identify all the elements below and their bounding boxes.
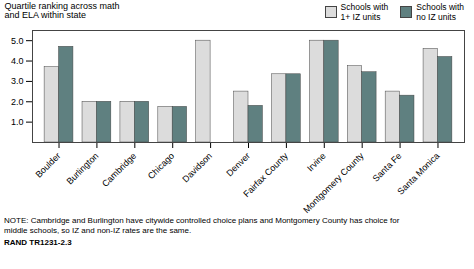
svg-text:Davidson: Davidson xyxy=(180,151,214,185)
svg-text:Quartile ranking across mathan: Quartile ranking across mathand ELA with… xyxy=(5,1,120,20)
svg-text:Denver: Denver xyxy=(224,151,252,179)
svg-text:Boulder: Boulder xyxy=(33,151,62,180)
svg-text:Fairfax County: Fairfax County xyxy=(241,150,290,199)
svg-text:Montgomery County: Montgomery County xyxy=(301,150,366,214)
svg-text:3.0: 3.0 xyxy=(11,76,24,86)
svg-text:5.0: 5.0 xyxy=(11,36,24,46)
svg-text:Irvine: Irvine xyxy=(305,151,328,174)
svg-text:4.0: 4.0 xyxy=(11,56,24,66)
svg-text:Cambridge: Cambridge xyxy=(100,151,138,189)
svg-text:2.0: 2.0 xyxy=(11,97,24,107)
svg-text:Santa Fe: Santa Fe xyxy=(371,151,404,184)
html-text:NOTE: Cambridge and Burlington: NOTE: Cambridge and Burlington have city… xyxy=(4,216,400,235)
svg-text:Santa Monica: Santa Monica xyxy=(395,151,441,197)
html-text:Schools with no IZ units: Schools with no IZ units xyxy=(416,2,464,23)
html-text:RAND TR1231-2.3: RAND TR1231-2.3 xyxy=(4,238,72,248)
svg-text:Chicago: Chicago xyxy=(146,151,176,181)
html-text:Schools with 1+ IZ units: Schools with 1+ IZ units xyxy=(340,2,389,23)
svg-text:Burlington: Burlington xyxy=(65,151,101,187)
svg-text:1.0: 1.0 xyxy=(11,117,24,127)
